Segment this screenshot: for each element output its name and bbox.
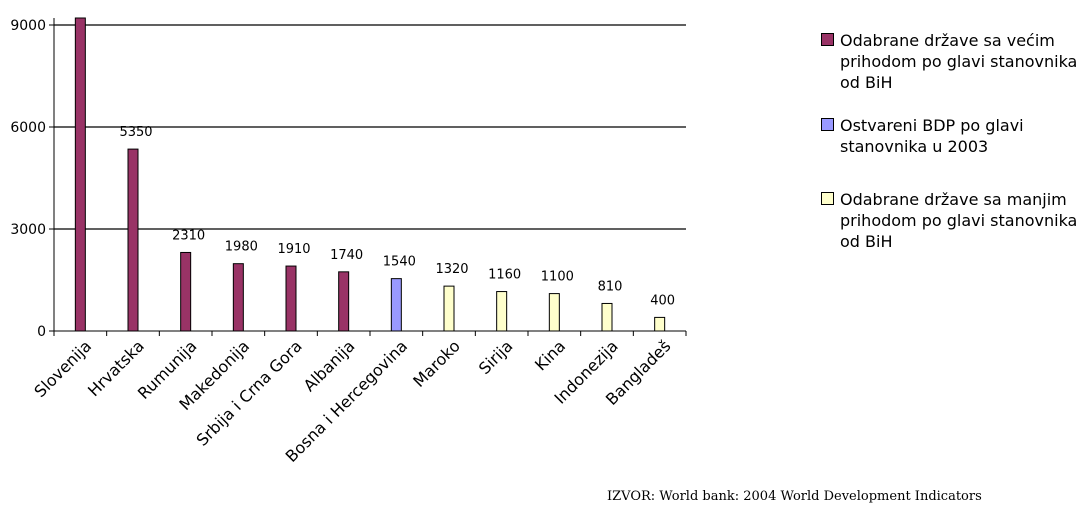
x-tick-label: Kina — [531, 336, 569, 374]
bar — [443, 285, 455, 332]
legend-label-bih: Ostvareni BDP po glavi stanovnika u 2003 — [840, 116, 1024, 156]
y-tick-label: 9000 — [10, 18, 46, 34]
bar — [338, 271, 350, 332]
data-label: 1320 — [435, 262, 468, 277]
source-note: IZVOR: World bank: 2004 World Developmen… — [607, 489, 982, 504]
bar — [654, 316, 666, 332]
x-tick-label: Slovenija — [30, 336, 95, 401]
bar — [74, 17, 86, 332]
legend-swatch-lower-income — [821, 192, 834, 205]
legend-swatch-bih — [821, 118, 834, 131]
bar — [548, 293, 560, 332]
data-label: 2310 — [172, 228, 205, 243]
data-label: 400 — [650, 293, 675, 308]
bar — [232, 263, 244, 332]
x-tick-label: Maroko — [409, 336, 464, 391]
data-label: 810 — [598, 279, 623, 294]
legend: Odabrane države sa većim prihodom po gla… — [818, 30, 1080, 251]
y-tick-label: 0 — [37, 324, 46, 340]
y-tick-label: 3000 — [10, 222, 46, 238]
data-label: 1160 — [488, 268, 521, 283]
bar — [180, 251, 192, 332]
x-tick-label: Sirija — [475, 336, 517, 378]
data-label: 1740 — [330, 248, 363, 263]
legend-label-lower-income: Odabrane države sa manjim prihodom po gl… — [840, 190, 1078, 251]
bar — [390, 278, 402, 332]
data-label: 1540 — [383, 255, 416, 270]
legend-item-higher-income: Odabrane države sa većim prihodom po gla… — [818, 30, 1080, 93]
legend-item-bih: Ostvareni BDP po glavi stanovnika u 2003 — [818, 115, 1080, 157]
data-label: 5350 — [119, 125, 152, 140]
legend-label-higher-income: Odabrane države sa većim prihodom po gla… — [840, 31, 1078, 92]
bar — [496, 291, 508, 332]
data-label: 1980 — [225, 240, 258, 255]
data-label: 1910 — [277, 242, 310, 257]
legend-swatch-higher-income — [821, 33, 834, 46]
bar — [285, 265, 297, 332]
data-label: 1100 — [541, 270, 574, 285]
bar — [601, 302, 613, 332]
y-tick-label: 6000 — [10, 120, 46, 136]
bar — [127, 148, 139, 332]
legend-item-lower-income: Odabrane države sa manjim prihodom po gl… — [818, 189, 1080, 252]
